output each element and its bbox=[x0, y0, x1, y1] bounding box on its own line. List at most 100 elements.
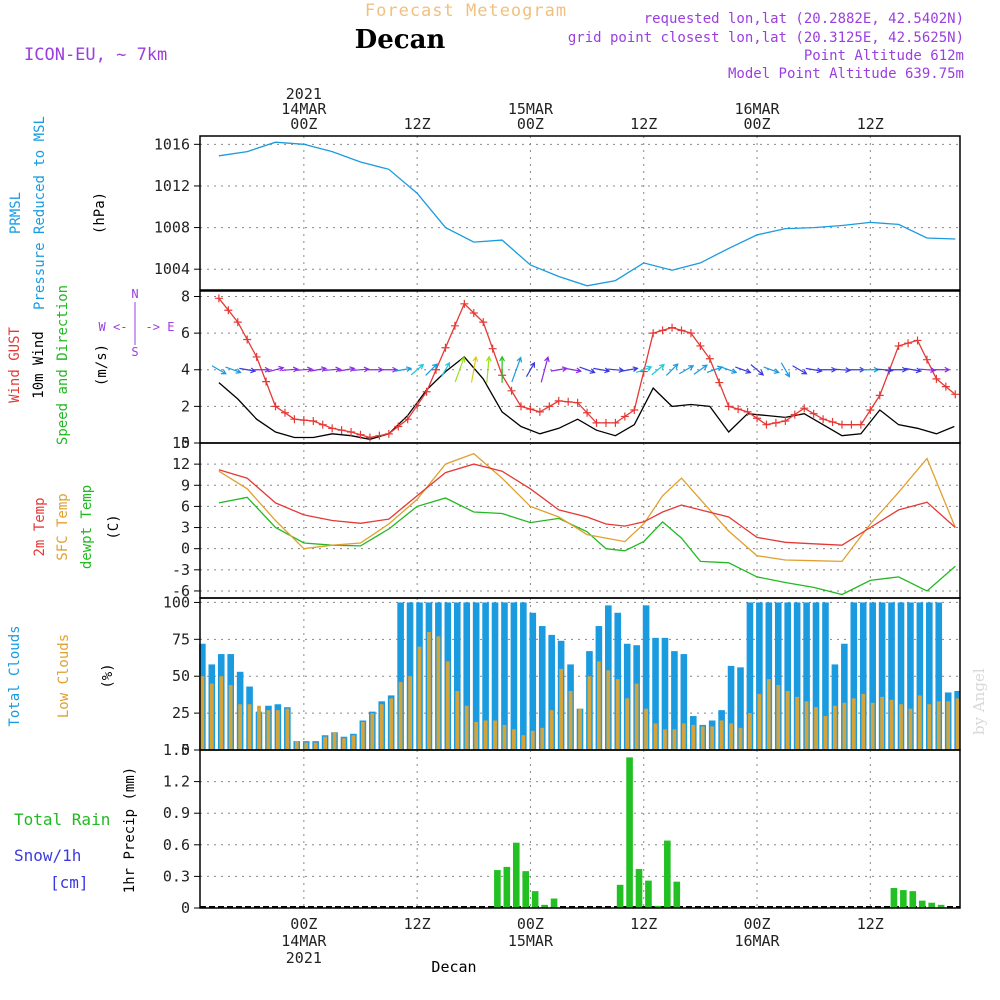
low-cloud-bar bbox=[559, 668, 564, 750]
side-label-4: (%) bbox=[100, 663, 116, 688]
low-cloud-bar bbox=[408, 676, 412, 750]
low-cloud-bar bbox=[691, 724, 696, 750]
low-cloud-bar bbox=[427, 631, 431, 750]
gust-marker bbox=[705, 354, 714, 363]
low-cloud-bar bbox=[360, 721, 365, 750]
wind-arrow bbox=[550, 366, 568, 372]
ytick-label: 1016 bbox=[154, 135, 190, 153]
low-cloud-bar bbox=[549, 710, 554, 750]
gust-marker bbox=[356, 430, 365, 439]
gust-marker bbox=[753, 414, 762, 423]
gust-marker bbox=[592, 418, 601, 427]
gust-marker bbox=[280, 408, 289, 417]
gust-marker bbox=[856, 420, 865, 429]
compass-label: S bbox=[131, 345, 138, 359]
wind-arrow bbox=[693, 364, 708, 375]
gust-marker bbox=[535, 407, 544, 416]
low-cloud-bar bbox=[917, 695, 922, 750]
gust-marker bbox=[337, 426, 346, 435]
gust-marker bbox=[583, 408, 592, 417]
low-cloud-bar bbox=[757, 693, 762, 750]
wind-arrow bbox=[621, 366, 639, 372]
gust-marker bbox=[649, 329, 658, 338]
gust-marker bbox=[347, 428, 356, 437]
low-cloud-bar bbox=[927, 704, 932, 750]
gust-marker bbox=[734, 405, 743, 414]
low-cloud-bar bbox=[823, 716, 828, 750]
wind-arrow bbox=[607, 367, 625, 373]
low-cloud-bar bbox=[493, 720, 497, 750]
gust-marker bbox=[233, 318, 242, 327]
top-tick-label: 12Z bbox=[404, 115, 431, 133]
low-cloud-bar bbox=[615, 679, 620, 750]
low-cloud-bar bbox=[833, 705, 837, 750]
gust-marker bbox=[224, 306, 233, 315]
total-cloud-bar bbox=[765, 602, 773, 750]
total-cloud-bar bbox=[793, 602, 801, 750]
ytick-label: 12 bbox=[172, 455, 190, 473]
side-label-1: PRMSL bbox=[8, 192, 24, 234]
top-tick-label: 12Z bbox=[630, 115, 657, 133]
gust-marker bbox=[564, 397, 573, 406]
compass-label: N bbox=[131, 287, 138, 301]
ytick-label: 8 bbox=[181, 287, 190, 305]
ytick-label: -3 bbox=[172, 561, 190, 579]
wind-arrow bbox=[665, 363, 679, 376]
low-cloud-bar bbox=[540, 727, 545, 750]
bottom-tick-label: 12Z bbox=[630, 915, 657, 933]
gust-marker bbox=[469, 308, 478, 317]
gust-marker bbox=[394, 422, 403, 431]
ytick-label: 1.5 bbox=[163, 741, 190, 759]
low-cloud-bar bbox=[634, 683, 639, 750]
low-cloud-bar bbox=[653, 723, 658, 750]
low-cloud-bar bbox=[238, 704, 243, 750]
total-cloud-bar bbox=[623, 643, 631, 750]
wind-arrow bbox=[380, 366, 399, 373]
low-cloud-bar bbox=[285, 708, 290, 750]
gust-marker bbox=[526, 405, 535, 414]
total-cloud-bar bbox=[888, 602, 895, 750]
wind-arrow bbox=[267, 365, 285, 373]
low-cloud-bar bbox=[464, 705, 469, 750]
rain-bar bbox=[512, 842, 520, 908]
rain-bar bbox=[909, 891, 917, 908]
low-cloud-bar bbox=[889, 699, 894, 750]
bottom-tick-label: 16MAR bbox=[734, 932, 780, 950]
bottom-tick-label: 12Z bbox=[404, 915, 431, 933]
low-cloud-bar bbox=[663, 729, 667, 750]
low-cloud-bar bbox=[672, 729, 677, 750]
ytick-label: 0 bbox=[181, 741, 190, 759]
total-cloud-bar bbox=[878, 602, 886, 750]
low-cloud-bar bbox=[880, 696, 884, 750]
low-cloud-bar bbox=[606, 670, 611, 750]
ytick-label: 4 bbox=[181, 361, 190, 379]
top-tick-label: 2021 bbox=[286, 85, 322, 103]
gust-marker bbox=[554, 396, 563, 405]
top-tick-label: 15MAR bbox=[508, 100, 554, 118]
side-labels: PRMSL Pressure Reduced to MSL (hPa) Wind GU… bbox=[7, 116, 174, 893]
total-cloud-bar bbox=[652, 637, 659, 750]
ytick-label: 0.6 bbox=[163, 836, 190, 854]
total-cloud-bar bbox=[510, 602, 518, 750]
low-cloud-bar bbox=[842, 702, 847, 750]
gust-marker bbox=[828, 417, 837, 426]
gust-marker bbox=[460, 299, 469, 308]
rain-bar bbox=[918, 900, 926, 908]
gust-marker bbox=[875, 391, 884, 400]
bottom-tick-label: 00Z bbox=[743, 915, 770, 933]
gust-marker bbox=[214, 294, 223, 303]
ytick-label: 1008 bbox=[154, 219, 190, 237]
bottom-tick-label: 12Z bbox=[857, 915, 884, 933]
wind-arrow bbox=[651, 363, 665, 376]
low-cloud-bar bbox=[370, 713, 375, 750]
low-cloud-bar bbox=[294, 741, 299, 750]
wind-arrow bbox=[720, 366, 738, 374]
total-cloud-bar bbox=[841, 643, 848, 750]
total-cloud-bar bbox=[548, 634, 555, 750]
rain-bar bbox=[664, 840, 671, 908]
ytick-label: 0 bbox=[181, 434, 190, 452]
wind-arrow bbox=[564, 367, 583, 374]
ytick-label: 25 bbox=[172, 704, 190, 722]
gust-marker bbox=[545, 402, 554, 411]
wind-arrow bbox=[579, 366, 596, 374]
